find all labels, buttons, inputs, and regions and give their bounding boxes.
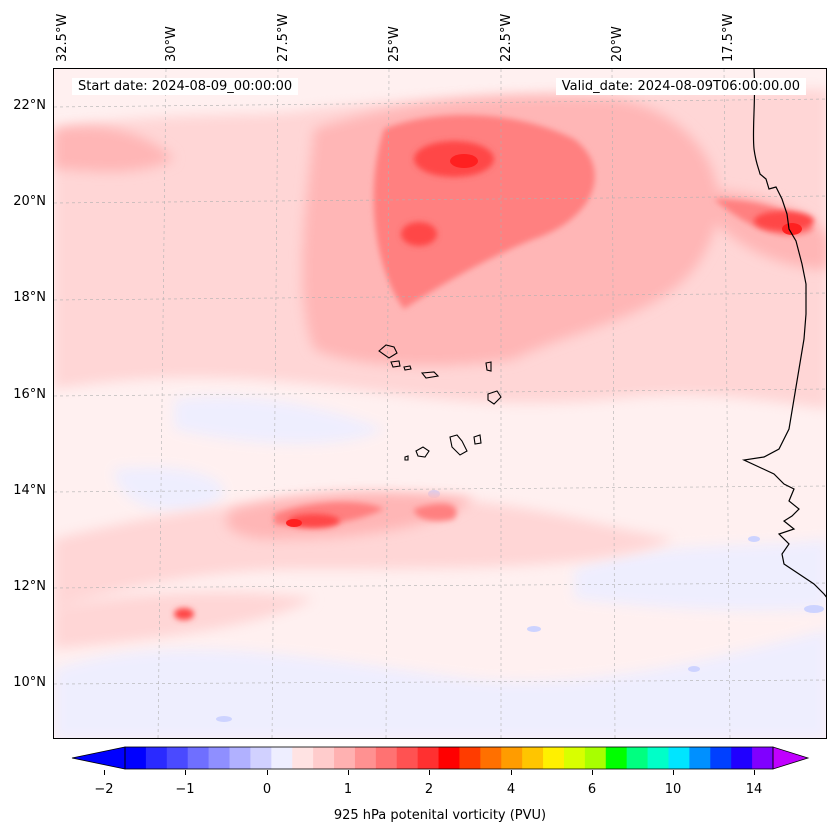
cb-tickmark-4 (511, 770, 512, 775)
colorbar-cell (605, 747, 628, 769)
lat-label-14n: 14°N (13, 483, 46, 498)
colorbar-cell (250, 747, 272, 769)
lat-label-20n: 20°N (13, 194, 46, 209)
colorbar-cell (271, 747, 293, 769)
colorbar-cell (459, 747, 481, 769)
colorbar-cell (125, 747, 147, 769)
colorbar-cell (689, 747, 711, 769)
lat-label-16n: 16°N (13, 387, 46, 402)
colorbar-cell (187, 747, 210, 769)
colorbar-cell (166, 747, 189, 769)
cb-tick-neg2: −2 (94, 782, 114, 797)
cb-tickmark-0 (267, 770, 268, 775)
africa-coastline (741, 69, 826, 598)
colorbar-cell (354, 747, 377, 769)
colorbar-cell (522, 747, 544, 769)
cb-tick-neg1: −1 (175, 782, 195, 797)
colorbar-cell (208, 747, 231, 769)
cb-tick-6: 6 (587, 782, 597, 797)
cb-tick-10: 10 (664, 782, 682, 797)
cb-tickmark-2 (429, 770, 430, 775)
cb-tick-0: 0 (262, 782, 272, 797)
cb-tickmark-6 (592, 770, 593, 775)
cb-tickmark-10 (673, 770, 674, 775)
colorbar-cell (375, 747, 398, 769)
lon-label-27.5w: 27.5°W (276, 13, 291, 62)
colorbar-cell (647, 747, 669, 769)
colorbar-cell (710, 747, 732, 769)
lon-label-17.5w: 17.5°W (721, 13, 736, 62)
colorbar-cell (229, 747, 251, 769)
pv-negative-areas (54, 396, 826, 738)
colorbar-cell (417, 747, 440, 769)
cb-tickmark-14 (754, 770, 755, 775)
colorbar-extend-max (772, 746, 810, 770)
lon-label-30w: 30°W (164, 26, 179, 62)
colorbar-extend-min (71, 746, 126, 770)
lat-label-12n: 12°N (13, 579, 46, 594)
pv-peak-areas (286, 154, 802, 527)
lat-label-10n: 10°N (13, 675, 46, 690)
colorbar-cell (543, 747, 565, 769)
colorbar-cell (668, 747, 690, 769)
colorbar-label: 925 hPa potenital vorticity (PVU) (333, 808, 547, 823)
colorbar-cell (480, 747, 502, 769)
pv-field-map (54, 69, 826, 738)
colorbar-cell (752, 747, 774, 769)
cb-tick-2: 2 (424, 782, 434, 797)
colorbar-outline (124, 746, 774, 770)
map-gridlines (54, 69, 826, 738)
cb-tick-1: 1 (343, 782, 353, 797)
cape-verde-islands (378, 344, 502, 461)
lat-label-22n: 22°N (13, 98, 46, 113)
colorbar-cell (501, 747, 523, 769)
lon-label-20w: 20°W (610, 26, 625, 62)
colorbar (71, 746, 810, 770)
cb-tickmark-1 (348, 770, 349, 775)
lat-label-18n: 18°N (13, 290, 46, 305)
cb-tickmark-neg1 (185, 770, 186, 775)
pv-max-areas (174, 141, 814, 620)
cb-tickmark-neg2 (104, 770, 105, 775)
colorbar-cell (313, 747, 335, 769)
colorbar-cell (334, 747, 356, 769)
colorbar-cell (626, 747, 649, 769)
lon-label-25w: 25°W (387, 26, 402, 62)
colorbar-cell (438, 747, 460, 769)
map-panel: Start date: 2024-08-09_00:00:00 Valid_da… (53, 68, 827, 739)
colorbar-cell (731, 747, 753, 769)
cb-tick-4: 4 (506, 782, 516, 797)
lon-label-32.5w: 32.5°W (55, 13, 70, 62)
colorbar-cell (292, 747, 314, 769)
colorbar-cell (584, 747, 607, 769)
start-date-label: Start date: 2024-08-09_00:00:00 (72, 78, 299, 95)
colorbar-cell (563, 747, 586, 769)
cb-tick-14: 14 (745, 782, 763, 797)
colorbar-cell (145, 747, 168, 769)
colorbar-cell (396, 747, 419, 769)
valid-date-label: Valid_date: 2024-08-09T06:00:00.00 (555, 78, 806, 95)
lon-label-22.5w: 22.5°W (499, 13, 514, 62)
